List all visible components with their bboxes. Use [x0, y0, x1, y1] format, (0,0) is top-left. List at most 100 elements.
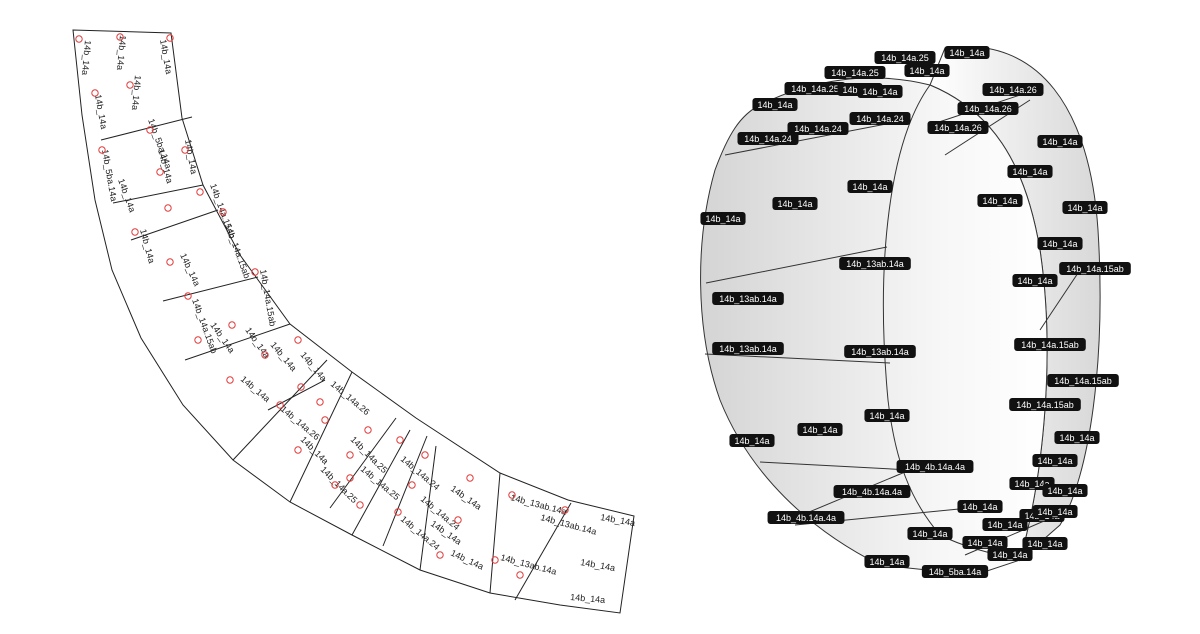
tag-text: 14b_14a.26 — [934, 123, 982, 133]
panel-marker — [508, 491, 516, 499]
tag-background — [1037, 135, 1083, 148]
ring-panel-tag: 14b_14a — [1032, 454, 1078, 467]
ring-panel-tag: 14b_14a.24 — [737, 132, 799, 145]
ring-panel-tag: 14b_14a.15ab — [1059, 262, 1131, 275]
ring-panel-tag: 14b_14a — [907, 527, 953, 540]
ring-panel-tag: 14b_14a — [1007, 165, 1053, 178]
tag-text: 14b_13ab.14a — [719, 344, 777, 354]
tag-background — [907, 527, 953, 540]
tag-text: 14b_14a — [1037, 456, 1072, 466]
tag-text: 14b_5ba.14a — [929, 567, 982, 577]
flat-panel-label: 14b_14a — [183, 139, 199, 175]
ring-panel-tag: 14b_14a — [729, 434, 775, 447]
ring-panel-tag: 14b_14a — [982, 518, 1028, 531]
tag-background — [1037, 237, 1083, 250]
tag-text: 14b_4b.14a.4a — [776, 513, 836, 523]
panel-marker — [196, 188, 204, 196]
tag-background — [1054, 431, 1100, 444]
tag-background — [927, 121, 989, 134]
ring-panel-tag: 14b_14a — [904, 64, 950, 77]
panel-marker — [194, 336, 202, 344]
tag-background — [1009, 398, 1081, 411]
flat-label-layer: 14b_14a 14b_14a 14b_14a14b_14a14b_14a14b_5… — [80, 35, 636, 605]
tag-background — [824, 66, 886, 79]
ring-panel-tag: 14b_14a — [1062, 201, 1108, 214]
tag-text: 14b_14a — [962, 502, 997, 512]
tag-text: 14b_14a.15ab — [1054, 376, 1112, 386]
tag-background — [921, 565, 989, 578]
ring-panel-tag: 14b_14a — [1037, 237, 1083, 250]
tag-text: 14b_14a — [912, 529, 947, 539]
panel-marker — [561, 506, 569, 514]
panel-marker — [421, 451, 429, 459]
tag-background — [982, 518, 1028, 531]
flat-marker-layer — [75, 33, 569, 579]
flat-panel-label: 14b_14a — [138, 228, 157, 264]
ring-panel-tag: 14b_14a — [864, 555, 910, 568]
ring-panel-tag: 14b_14a — [1054, 431, 1100, 444]
tag-text: 14b_14a — [1037, 507, 1072, 517]
tag-text: 14b_14a — [1042, 239, 1077, 249]
tag-background — [874, 51, 936, 64]
ring-panel-tag: 14b_14a — [1022, 537, 1068, 550]
ring-panel-tag: 14b_4b.14a.4a — [833, 485, 911, 498]
flat-panel-label: 14b_14a.26 — [329, 379, 372, 417]
tag-text: 14b_14a — [705, 214, 740, 224]
ring-panel-tag: 14b_14a — [957, 500, 1003, 513]
tag-text: 14b_14a — [1014, 479, 1049, 489]
ring-panel-tag: 14b_14a — [752, 98, 798, 111]
panel-marker — [356, 501, 364, 509]
flat-panel-label: 14b_5ba.14a — [100, 149, 119, 203]
tag-background — [1042, 484, 1088, 497]
tag-background — [864, 409, 910, 422]
ring-panel-tag: 14b_5ba.14a — [921, 565, 989, 578]
panel-marker — [346, 451, 354, 459]
panel-marker — [251, 268, 259, 276]
tag-text: 14b_14a — [777, 199, 812, 209]
panel-marker — [166, 34, 174, 42]
tag-background — [1059, 262, 1131, 275]
panel-marker — [75, 35, 83, 43]
flat-panel-label: 14b_14a — [116, 177, 137, 213]
tag-text: 14b_14a — [852, 182, 887, 192]
ring-panel-tag: 14b_14a — [857, 85, 903, 98]
tag-background — [1012, 274, 1058, 287]
panel-marker — [294, 336, 302, 344]
tag-background — [1022, 537, 1068, 550]
flat-panel-label: 14b_14a.15ab — [258, 269, 278, 327]
ring-panel-tag: 14b_14a.15ab — [1047, 374, 1119, 387]
tag-background — [1014, 338, 1086, 351]
panel-marker — [331, 481, 339, 489]
panel-marker — [491, 556, 499, 564]
tag-background — [849, 112, 911, 125]
panel-marker — [321, 416, 329, 424]
tag-background — [1062, 201, 1108, 214]
ring-panel-tag: 14b_14a — [1012, 274, 1058, 287]
panel-marker — [466, 474, 474, 482]
tag-text: 14b_13ab.14a — [719, 294, 777, 304]
tag-text: 14b_14a.15ab — [1066, 264, 1124, 274]
tag-text: 14b_14a.25 — [791, 84, 839, 94]
flat-panel-label: 14b_14a — [80, 40, 93, 76]
flattened-pattern-view: 14b_14a 14b_14a 14b_14a14b_14a14b_14a14b_5… — [72, 29, 636, 614]
tag-text: 14b_14a — [1027, 539, 1062, 549]
tag-background — [772, 197, 818, 210]
flat-panel-label: 14b_14a — [580, 557, 616, 573]
tag-background — [767, 511, 845, 524]
ring-panel-tag: 14b_14a — [864, 409, 910, 422]
tag-background — [1047, 374, 1119, 387]
panel-marker — [156, 168, 164, 176]
ring-panel-tag: 14b_14a — [977, 194, 1023, 207]
tag-background — [977, 194, 1023, 207]
panel-marker — [226, 376, 234, 384]
flat-panel-label: 14b_14a.26 — [279, 404, 322, 442]
flat-panel-label: 14b_14a — [239, 374, 272, 404]
ring-panel-tag: 14b_14a — [797, 423, 843, 436]
tag-text: 14b_14a — [1042, 137, 1077, 147]
tag-text: 14b_14a — [967, 538, 1002, 548]
ring-panel-tag: 14b_13ab.14a — [712, 292, 784, 305]
flat-panel-label: 14b_14a — [449, 483, 483, 511]
ring-panel-tag: 14b_14a — [847, 180, 893, 193]
tag-background — [957, 500, 1003, 513]
